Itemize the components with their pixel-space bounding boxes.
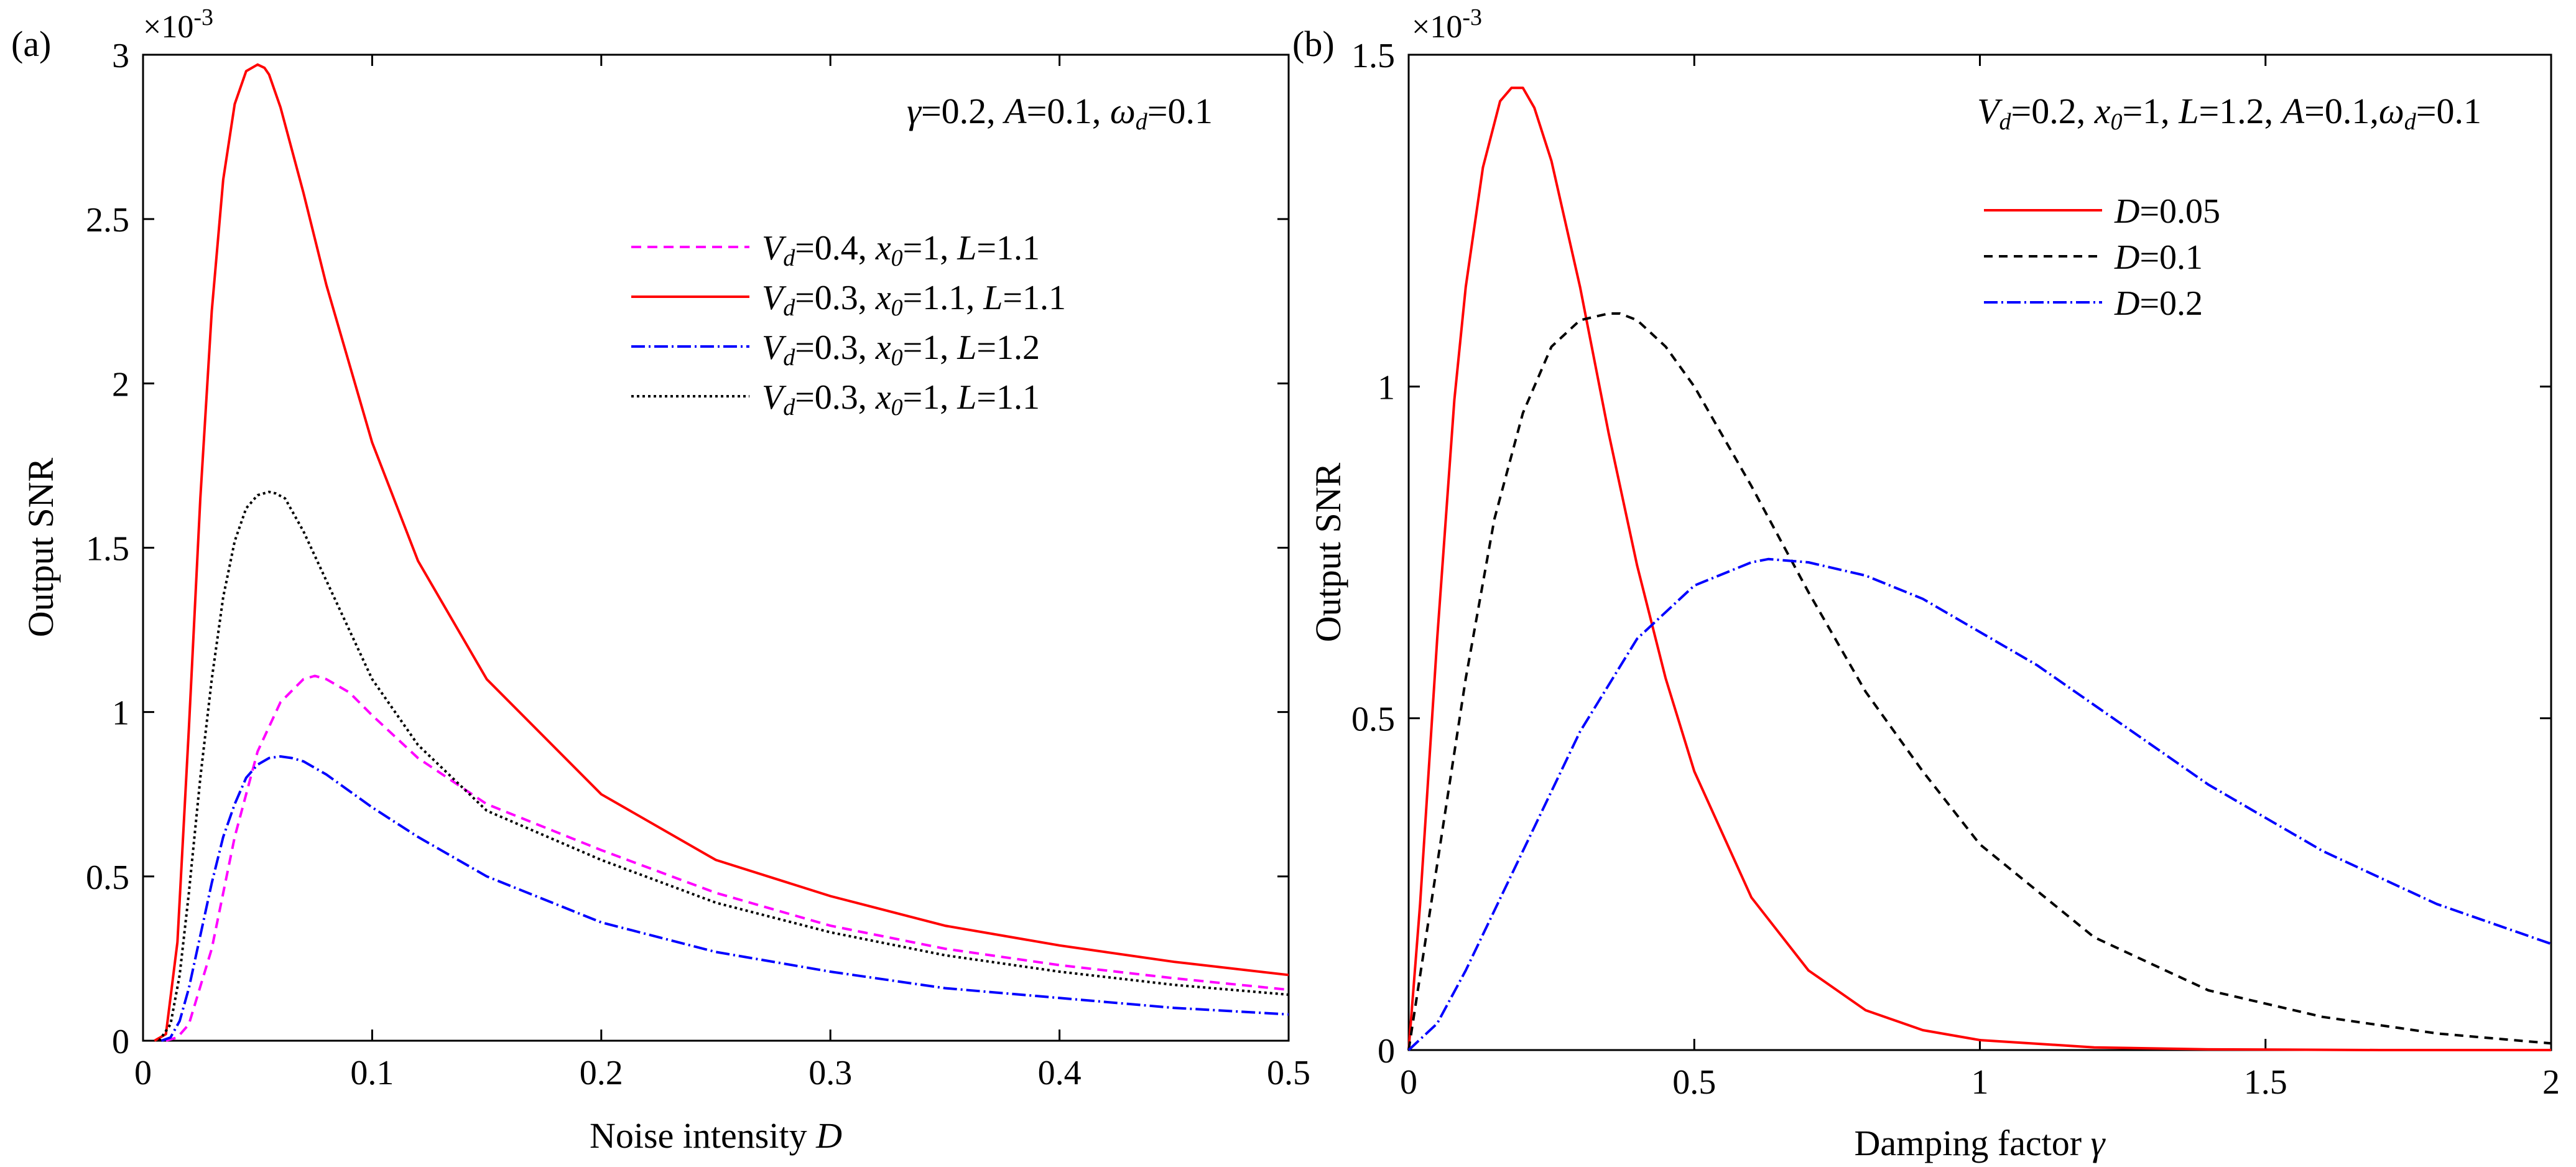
legend-label-a-3: Vd=0.3, x0=1, L=1.1 xyxy=(762,378,1040,421)
series-line-b-1 xyxy=(1407,312,2552,1051)
y-tick-label: 1.5 xyxy=(1351,37,1395,75)
panel-a-ticks xyxy=(142,53,1290,1042)
x-tick-label: 1.5 xyxy=(2244,1063,2287,1102)
panel-b-params: Vd=0.2, x0=1, L=1.2, A=0.1,ωd=0.1 xyxy=(1977,91,2481,135)
series-line-b-0 xyxy=(1407,86,2551,1051)
panel-a-label: (a) xyxy=(11,24,51,64)
panel-b-series xyxy=(1407,86,2552,1051)
panel-a-params: γ=0.2, A=0.1, ωd=0.1 xyxy=(907,91,1213,135)
x-tick-label: 1 xyxy=(1971,1063,1989,1102)
y-tick-label: 0.5 xyxy=(1351,700,1395,739)
legend-label-b-0: D=0.05 xyxy=(2114,192,2220,231)
panel-a-y-exponent: ×10-3 xyxy=(143,4,213,45)
y-tick-label: 1 xyxy=(112,694,129,733)
panel-b-ylabel: Output SNR xyxy=(1308,462,1348,642)
panel-a-ylabel: Output SNR xyxy=(21,457,61,637)
panel-b-label: (b) xyxy=(1292,24,1335,64)
panel-b-ticks xyxy=(1407,53,2552,1051)
x-tick-label: 2 xyxy=(2542,1063,2560,1102)
x-tick-label: 0.3 xyxy=(808,1054,852,1092)
series-line-a-3 xyxy=(158,490,1289,1042)
series-line-a-0 xyxy=(165,674,1289,1042)
y-tick-label: 0.5 xyxy=(86,858,129,897)
legend-label-a-1: Vd=0.3, x0=1.1, L=1.1 xyxy=(762,279,1066,321)
series-line-b-2 xyxy=(1407,557,2552,1051)
panel-a-series xyxy=(154,63,1289,1042)
y-tick-label: 0 xyxy=(1378,1032,1395,1071)
legend-label-a-2: Vd=0.3, x0=1, L=1.2 xyxy=(762,328,1040,371)
legend-label-a-0: Vd=0.4, x0=1, L=1.1 xyxy=(762,229,1040,271)
legend-label-b-2: D=0.2 xyxy=(2114,284,2203,323)
panel-b-tick-labels: 0 0.5 1 1.5 2 0 0.5 1 1.5 xyxy=(1351,37,2560,1102)
panel-a-tick-labels: 0 0.1 0.2 0.3 0.4 0.5 0 0.5 1 1.5 2 2.5 3 xyxy=(86,37,1310,1092)
panel-b: (b) ×10-3 0 0.5 1 1.5 2 0 0.5 1 1.5 Damping fact… xyxy=(1292,4,2560,1163)
x-tick-label: 0.5 xyxy=(1672,1063,1716,1102)
panel-a: (a) ×10-3 0 0.1 0.2 0.3 0.4 0.500.511.522.53 … xyxy=(11,4,1310,1156)
x-tick-label: 0.4 xyxy=(1038,1054,1082,1092)
x-tick-label: 0.1 xyxy=(350,1054,394,1092)
panel-a-xlabel: Noise intensity D xyxy=(590,1115,842,1156)
y-tick-label: 3 xyxy=(112,37,129,75)
y-tick-label: 1.5 xyxy=(86,530,129,569)
x-tick-label: 0 xyxy=(1400,1063,1417,1102)
x-tick-label: 0 xyxy=(134,1054,152,1092)
panel-b-legend: D=0.05 D=0.1 D=0.2 xyxy=(1984,192,2220,323)
x-tick-label: 0.2 xyxy=(580,1054,623,1092)
panel-a-axes-box xyxy=(142,53,1290,1042)
x-tick-label: 0.5 xyxy=(1267,1054,1310,1092)
series-line-a-1 xyxy=(154,63,1289,1042)
panel-b-xlabel: Damping factor γ xyxy=(1855,1123,2106,1163)
panel-a-legend: Vd=0.4, x0=1, L=1.1 Vd=0.3, x0=1.1, L=1.… xyxy=(631,229,1066,421)
panel-b-axes-box xyxy=(1407,53,2552,1051)
panel-b-y-exponent: ×10-3 xyxy=(1412,4,1482,45)
legend-label-b-1: D=0.1 xyxy=(2114,238,2203,277)
series-line-a-2 xyxy=(160,755,1289,1042)
y-tick-label: 1 xyxy=(1378,368,1395,407)
y-tick-label: 0 xyxy=(112,1023,129,1061)
y-tick-label: 2 xyxy=(112,365,129,404)
y-tick-label: 2.5 xyxy=(86,201,129,239)
